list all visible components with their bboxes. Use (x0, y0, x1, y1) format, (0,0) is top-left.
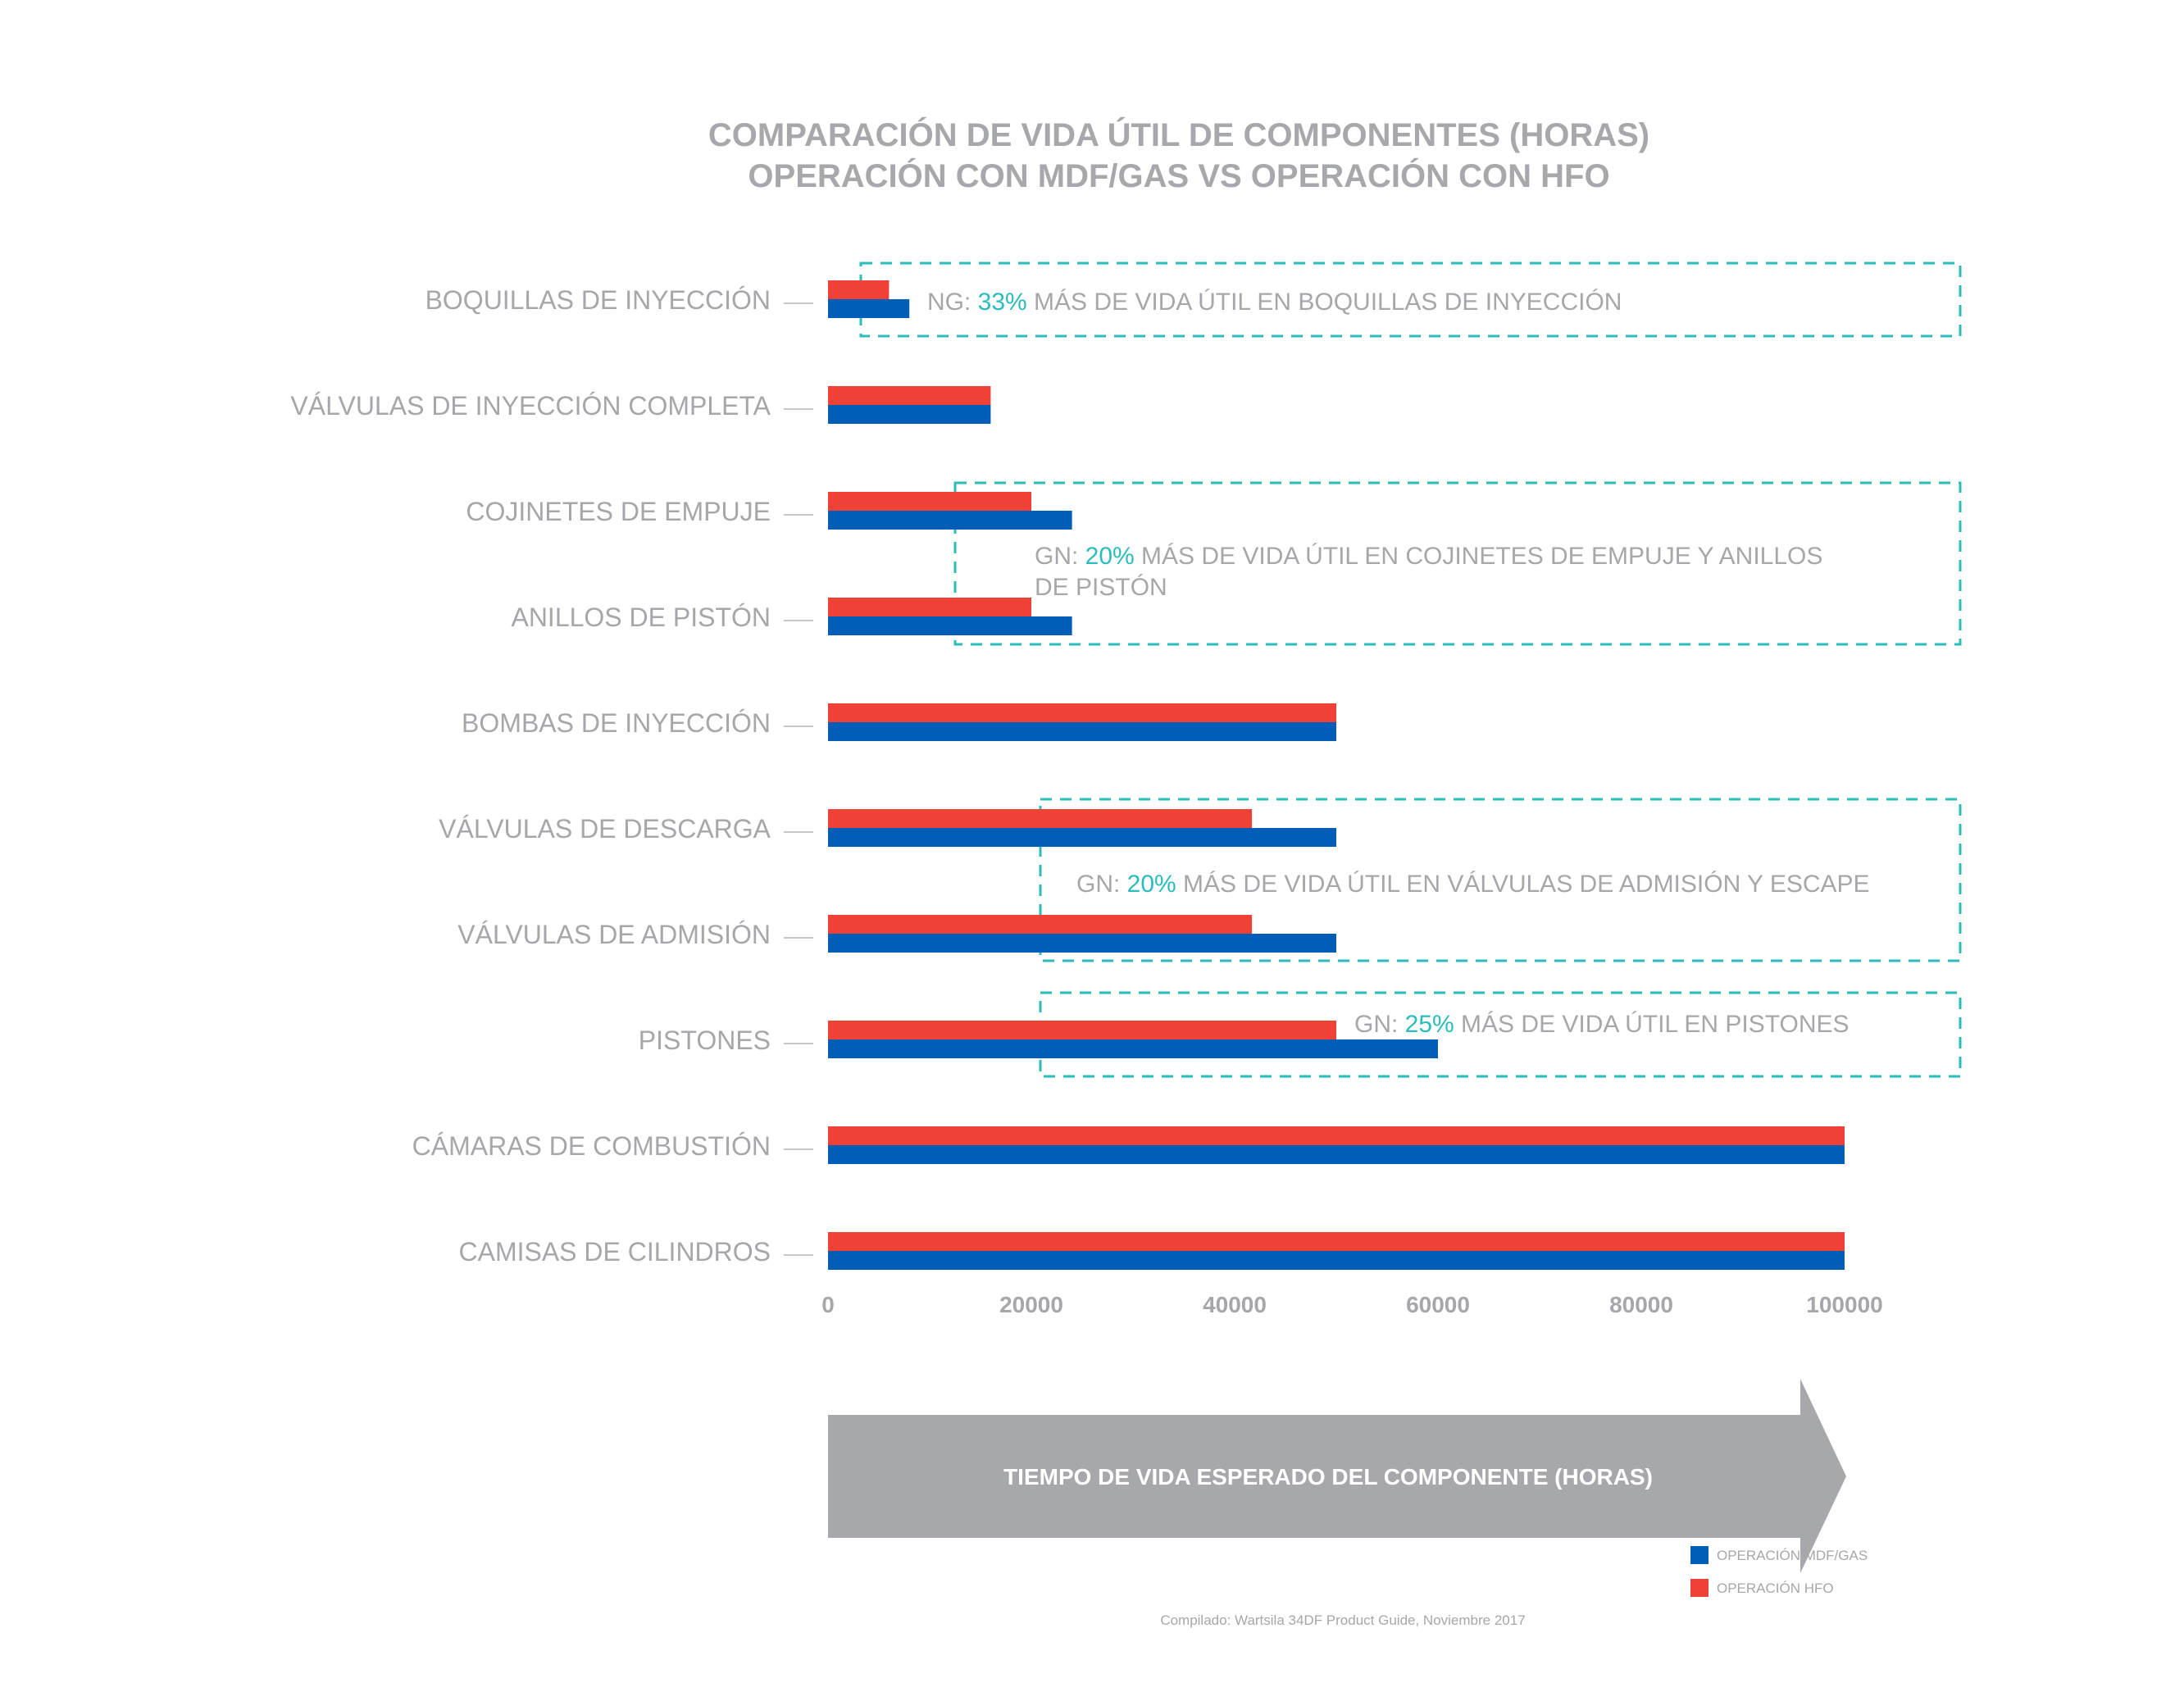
bar-hfo (828, 1232, 1845, 1251)
category-label: VÁLVULAS DE INYECCIÓN COMPLETA (290, 391, 771, 421)
annotation-boxes (859, 262, 1962, 1078)
annotation-percent: 20% (1127, 871, 1176, 898)
annotation-text: GN: 25% MÁS DE VIDA ÚTIL EN PISTONES (1354, 1011, 1850, 1038)
annotation-text: GN: 20% MÁS DE VIDA ÚTIL EN VÁLVULAS DE … (1076, 871, 1870, 898)
bar-mdf-gas (828, 616, 1072, 635)
bar-mdf-gas (828, 299, 910, 318)
legend-swatch-mdf-gas (1690, 1546, 1709, 1564)
annotation-percent: 20% (1085, 543, 1135, 570)
x-axis-arrow: TIEMPO DE VIDA ESPERADO DEL COMPONENTE (… (828, 1379, 1846, 1573)
category-label: VÁLVULAS DE DESCARGA (439, 814, 771, 844)
annotation-percent: 33% (978, 289, 1027, 316)
category-label: VÁLVULAS DE ADMISIÓN (457, 920, 771, 949)
bar-mdf-gas (828, 1251, 1845, 1270)
annotation-text: GN: 20% MÁS DE VIDA ÚTIL EN COJINETES DE… (1035, 543, 1822, 570)
category-labels: BOQUILLAS DE INYECCIÓN VÁLVULAS DE INYECC… (290, 285, 813, 1267)
bar-mdf-gas (828, 934, 1336, 953)
category-label: PISTONES (639, 1026, 771, 1055)
x-tick-label: 80000 (1609, 1292, 1673, 1317)
x-axis-label: TIEMPO DE VIDA ESPERADO DEL COMPONENTE (… (1003, 1464, 1653, 1490)
bar-hfo (828, 386, 991, 405)
annotation-percent: 25% (1405, 1011, 1454, 1038)
x-axis-ticks: 0 20000 40000 60000 80000 100000 (821, 1292, 1883, 1317)
annotation-box (1039, 798, 1962, 962)
x-tick-label: 100000 (1806, 1292, 1882, 1317)
bars (828, 280, 1845, 1270)
category-label: COJINETES DE EMPUJE (466, 497, 771, 526)
arrow-shape (828, 1379, 1846, 1573)
bar-hfo (828, 915, 1253, 934)
bar-hfo (828, 1126, 1845, 1145)
category-label: CAMISAS DE CILINDROS (458, 1237, 771, 1267)
category-label: BOQUILLAS DE INYECCIÓN (425, 285, 771, 315)
bar-mdf-gas (828, 1145, 1845, 1164)
bar-hfo (828, 1021, 1336, 1039)
bar-hfo (828, 598, 1031, 616)
bar-hfo (828, 703, 1336, 722)
annotation-box (1039, 991, 1962, 1078)
chart-title: COMPARACIÓN DE VIDA ÚTIL DE COMPONENTES … (708, 116, 1649, 153)
annotation-text: NG: 33% MÁS DE VIDA ÚTIL EN BOQUILLAS DE… (927, 289, 1622, 316)
bar-mdf-gas (828, 511, 1072, 530)
bar-hfo (828, 492, 1031, 511)
annotation-texts: NG: 33% MÁS DE VIDA ÚTIL EN BOQUILLAS DE… (927, 289, 1870, 1038)
annotation-box (953, 481, 1962, 646)
legend-label-mdf-gas: OPERACIÓN MDF/GAS (1717, 1548, 1868, 1563)
bar-hfo (828, 280, 890, 299)
category-label: ANILLOS DE PISTÓN (511, 603, 771, 632)
bar-mdf-gas (828, 405, 991, 424)
bar-mdf-gas (828, 722, 1336, 741)
category-label: CÁMARAS DE COMBUSTIÓN (412, 1131, 771, 1161)
x-tick-label: 0 (821, 1292, 835, 1317)
x-tick-label: 20000 (999, 1292, 1063, 1317)
legend: OPERACIÓN MDF/GAS OPERACIÓN HFO (1690, 1546, 1868, 1597)
x-tick-label: 60000 (1406, 1292, 1470, 1317)
chart-subtitle: OPERACIÓN CON MDF/GAS VS OPERACIÓN CON H… (748, 157, 1609, 194)
bar-mdf-gas (828, 1039, 1438, 1058)
bar-mdf-gas (828, 828, 1336, 847)
annotation-text: DE PISTÓN (1035, 574, 1167, 601)
category-label: BOMBAS DE INYECCIÓN (462, 708, 771, 738)
legend-swatch-hfo (1690, 1579, 1709, 1597)
source-note: Compilado: Wartsila 34DF Product Guide, … (1160, 1612, 1525, 1628)
x-tick-label: 40000 (1203, 1292, 1267, 1317)
legend-label-hfo: OPERACIÓN HFO (1717, 1580, 1834, 1596)
bar-hfo (828, 809, 1253, 828)
